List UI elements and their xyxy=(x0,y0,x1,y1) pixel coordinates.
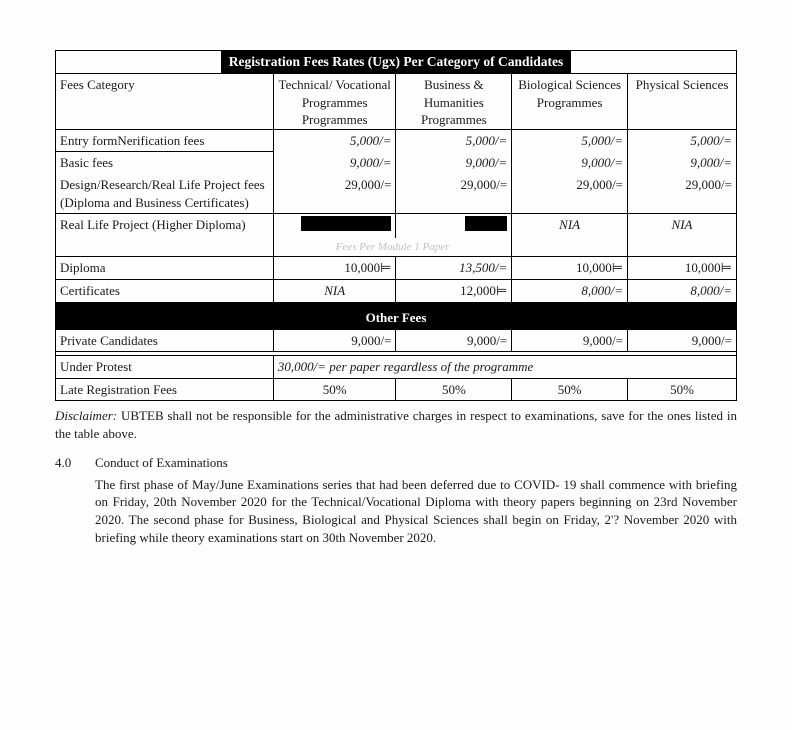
row-certificates: Certificates NIA 12,000⊨ 8,000/= 8,000/= xyxy=(56,279,737,301)
section-4: 4.0 Conduct of Examinations The first ph… xyxy=(55,454,737,546)
cell-rlp-bio: NIA xyxy=(512,214,628,238)
cell-diploma-tv: 10,000⊨ xyxy=(273,257,396,280)
cell-design-bh: 29,000/= xyxy=(396,174,512,214)
cell-cert-phy: 8,000/= xyxy=(628,279,737,301)
cell-cert-label: Certificates xyxy=(56,279,274,301)
sub-band-1: Fees Per Module 1 Paper xyxy=(56,238,737,257)
cell-late-bio: 50% xyxy=(512,378,628,401)
section-number: 4.0 xyxy=(55,454,95,546)
disclaimer-text: UBTEB shall not be responsible for the a… xyxy=(55,408,737,441)
cell-private-tv: 9,000/= xyxy=(273,329,396,352)
row-entry: Entry formNerification fees 5,000/= 5,00… xyxy=(56,129,737,152)
row-rlp-hd: Real Life Project (Higher Diploma) NIA N… xyxy=(56,214,737,238)
cell-entry-phy: 5,000/= xyxy=(628,129,737,152)
cell-entry-bio: 5,000/= xyxy=(512,129,628,152)
cell-basic-bio: 9,000/= xyxy=(512,152,628,174)
row-basic: Basic fees 9,000/= 9,000/= 9,000/= 9,000… xyxy=(56,152,737,174)
cell-protest-note: 30,000/= per paper regardless of the pro… xyxy=(273,356,736,379)
cell-design-tv: 29,000/= xyxy=(273,174,396,214)
fees-table: Registration Fees Rates (Ugx) Per Catego… xyxy=(55,50,737,401)
cell-diploma-bh: 13,500/= xyxy=(396,257,512,280)
cell-basic-phy: 9,000/= xyxy=(628,152,737,174)
cell-late-label: Late Registration Fees xyxy=(56,378,274,401)
section-heading: Conduct of Examinations xyxy=(95,454,737,472)
row-late-reg: Late Registration Fees 50% 50% 50% 50% xyxy=(56,378,737,401)
cell-rlp-bh xyxy=(396,214,512,238)
cell-design-label: Design/Research/Real Life Project fees (… xyxy=(56,174,274,214)
cell-private-phy: 9,000/= xyxy=(628,329,737,352)
cell-private-bio: 9,000/= xyxy=(512,329,628,352)
disclaimer-label: Disclaimer: xyxy=(55,408,117,423)
col-bio: Biological Sciences Programmes xyxy=(512,74,628,130)
cell-basic-bh: 9,000/= xyxy=(396,152,512,174)
cell-design-phy: 29,000/= xyxy=(628,174,737,214)
other-fees-band: Other Fees xyxy=(56,307,737,330)
cell-private-label: Private Candidates xyxy=(56,329,274,352)
row-diploma: Diploma 10,000⊨ 13,500/= 10,000⊨ 10,000⊨ xyxy=(56,257,737,280)
cell-diploma-phy: 10,000⊨ xyxy=(628,257,737,280)
other-fees-band-row: Other Fees xyxy=(56,307,737,330)
cell-private-bh: 9,000/= xyxy=(396,329,512,352)
cell-entry-label: Entry formNerification fees xyxy=(56,129,274,152)
title-banner-row: Registration Fees Rates (Ugx) Per Catego… xyxy=(56,51,737,74)
title-banner: Registration Fees Rates (Ugx) Per Catego… xyxy=(221,51,572,73)
cell-basic-tv: 9,000/= xyxy=(273,152,396,174)
cell-diploma-bio: 10,000⊨ xyxy=(512,257,628,280)
section-body: The first phase of May/June Examinations… xyxy=(95,476,737,546)
cell-design-bio: 29,000/= xyxy=(512,174,628,214)
col-fees-category: Fees Category xyxy=(56,74,274,130)
cell-rlp-phy: NIA xyxy=(628,214,737,238)
cell-late-tv: 50% xyxy=(273,378,396,401)
cell-basic-label: Basic fees xyxy=(56,152,274,174)
cell-diploma-label: Diploma xyxy=(56,257,274,280)
row-private: Private Candidates 9,000/= 9,000/= 9,000… xyxy=(56,329,737,352)
cell-rlp-tv xyxy=(273,214,396,238)
column-headers: Fees Category Technical/ Vocational Prog… xyxy=(56,74,737,130)
cell-rlp-label: Real Life Project (Higher Diploma) xyxy=(56,214,274,238)
row-under-protest: Under Protest 30,000/= per paper regardl… xyxy=(56,356,737,379)
cell-cert-tv: NIA xyxy=(273,279,396,301)
cell-late-bh: 50% xyxy=(396,378,512,401)
col-tech-voc: Technical/ Vocational Programmes Program… xyxy=(273,74,396,130)
row-design: Design/Research/Real Life Project fees (… xyxy=(56,174,737,214)
disclaimer: Disclaimer: UBTEB shall not be responsib… xyxy=(55,407,737,442)
cell-cert-bh: 12,000⊨ xyxy=(396,279,512,301)
col-phys: Physical Sciences xyxy=(628,74,737,130)
cell-entry-tv: 5,000/= xyxy=(273,129,396,152)
cell-protest-label: Under Protest xyxy=(56,356,274,379)
cell-late-phy: 50% xyxy=(628,378,737,401)
cell-entry-bh: 5,000/= xyxy=(396,129,512,152)
col-biz-hum: Business & Humanities Programmes xyxy=(396,74,512,130)
sub-band-1-text: Fees Per Module 1 Paper xyxy=(273,238,511,257)
cell-cert-bio: 8,000/= xyxy=(512,279,628,301)
